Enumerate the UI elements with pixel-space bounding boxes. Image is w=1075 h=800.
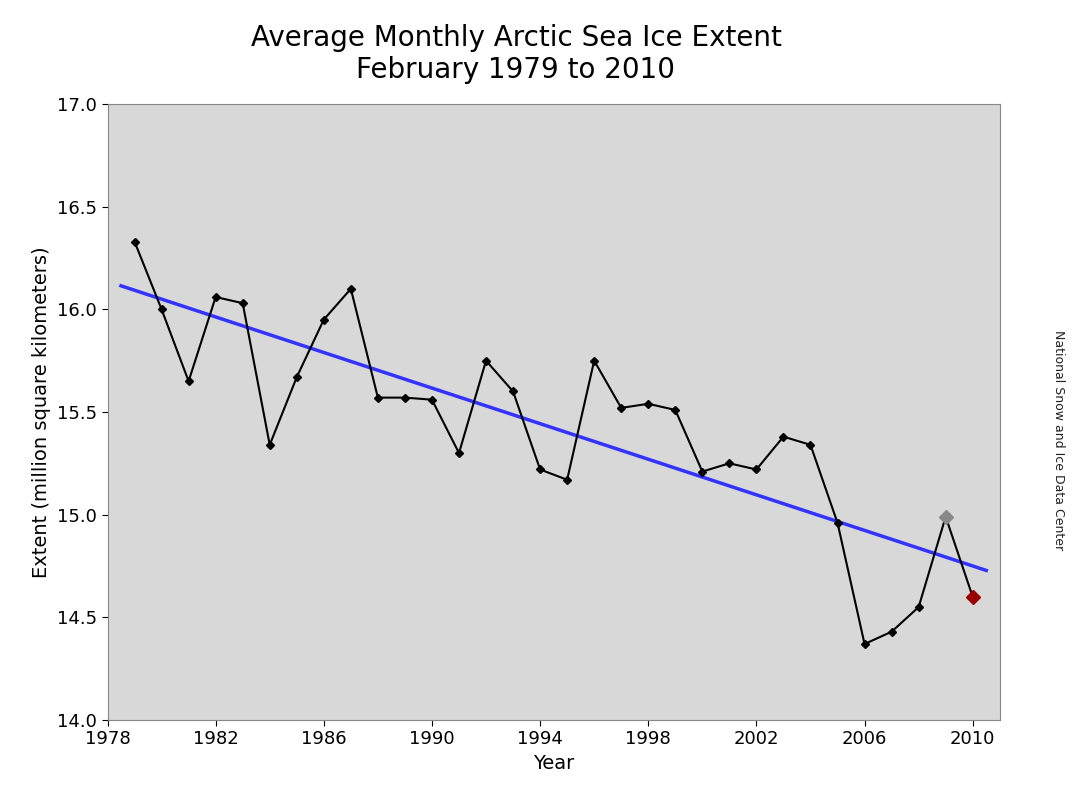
Text: Average Monthly Arctic Sea Ice Extent
February 1979 to 2010: Average Monthly Arctic Sea Ice Extent Fe… <box>250 24 782 84</box>
X-axis label: Year: Year <box>533 754 574 773</box>
Y-axis label: Extent (million square kilometers): Extent (million square kilometers) <box>32 246 52 578</box>
Text: National Snow and Ice Data Center: National Snow and Ice Data Center <box>1052 330 1065 550</box>
